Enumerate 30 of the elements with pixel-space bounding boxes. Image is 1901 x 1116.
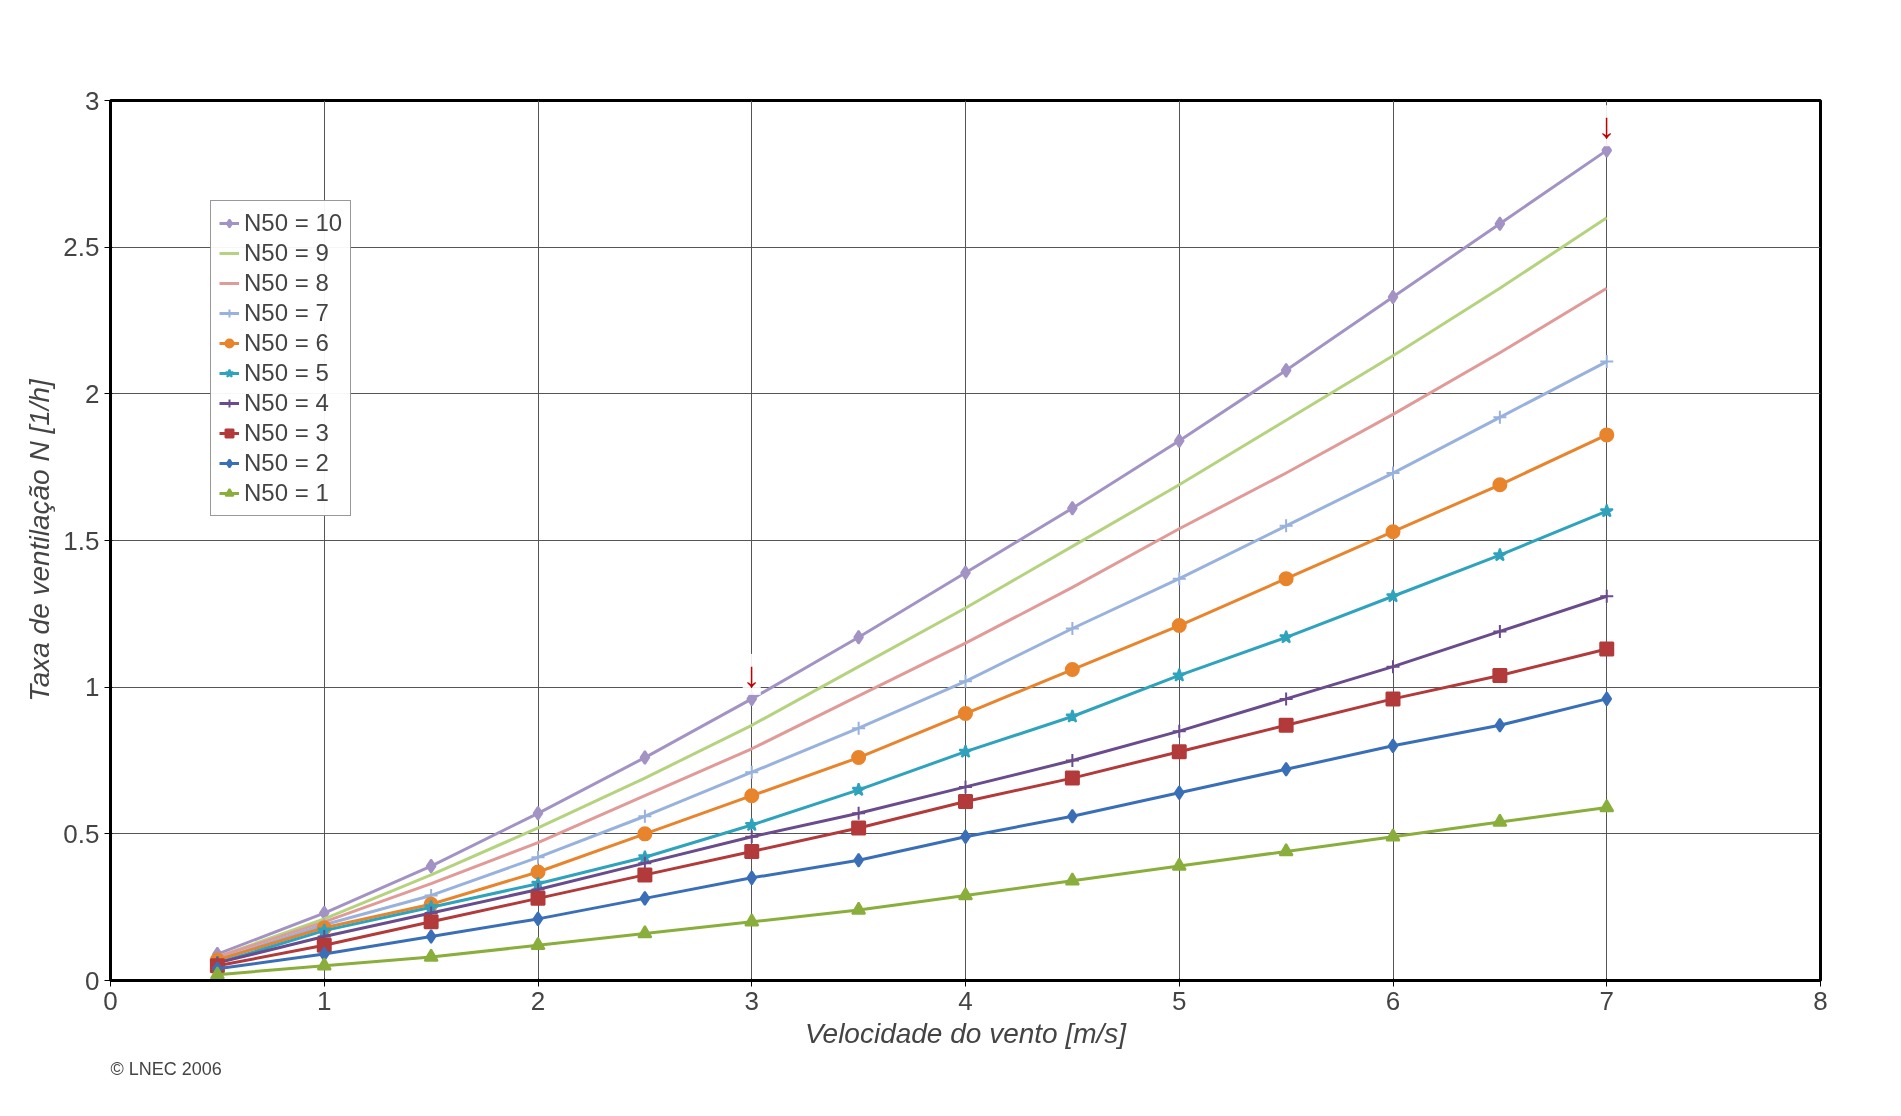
x-tick-label: 5: [1172, 985, 1187, 1016]
legend-label: N50 = 10: [244, 209, 343, 237]
legend-label: N50 = 9: [244, 239, 329, 267]
x-tick-label: 6: [1385, 985, 1401, 1016]
x-tick-label: 1: [317, 985, 332, 1016]
y-tick-label: 3: [85, 85, 100, 116]
x-tick-label: 3: [744, 985, 759, 1016]
y-tick-label: 2.5: [63, 232, 100, 263]
x-axis-title: Velocidade do vento [m/s]: [804, 1017, 1128, 1049]
y-tick-label: 1.5: [63, 525, 100, 556]
x-tick-label: 8: [1813, 985, 1828, 1016]
y-tick-label: 1: [85, 672, 100, 703]
x-tick-label: 7: [1599, 985, 1614, 1016]
y-tick-label: 0: [85, 965, 100, 996]
x-tick-label: 4: [958, 985, 973, 1016]
legend-label: N50 = 3: [244, 419, 329, 447]
y-tick-label: 2: [85, 378, 100, 409]
y-tick-label: 0.5: [63, 818, 100, 849]
legend-label: N50 = 1: [244, 479, 329, 507]
legend-label: N50 = 5: [244, 359, 329, 387]
legend-label: N50 = 4: [244, 389, 329, 417]
legend-label: N50 = 8: [244, 269, 329, 297]
x-tick-label: 2: [530, 985, 546, 1016]
text: © LNEC 2006: [110, 1058, 222, 1079]
legend-label: N50 = 2: [244, 449, 329, 477]
y-axis-title: Taxa de ventilação N [1/h]: [24, 377, 56, 702]
legend-label: N50 = 7: [244, 299, 329, 327]
annotation: ↓: [1597, 105, 1616, 147]
annotation: ↓: [742, 653, 761, 695]
legend-label: N50 = 6: [244, 329, 329, 357]
